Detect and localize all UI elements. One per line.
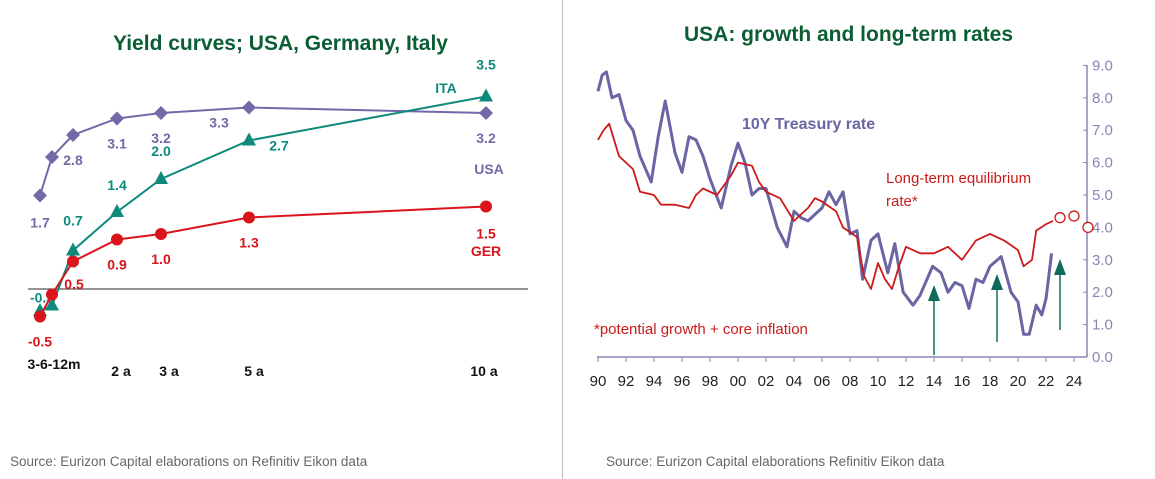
ita-point — [154, 171, 168, 184]
data-label: 1.7 — [30, 215, 50, 231]
usa-point — [242, 100, 256, 115]
data-label: 0.7 — [63, 213, 83, 229]
x-tick-label: 3 a — [159, 363, 179, 379]
x-tick-label: 98 — [702, 373, 719, 390]
data-label: 0.5 — [64, 276, 84, 292]
ita-point — [242, 132, 256, 146]
ger-point — [111, 233, 123, 246]
data-label: 2.0 — [151, 143, 171, 159]
x-tick-label: 06 — [814, 373, 831, 390]
x-tick-label: 08 — [842, 373, 859, 390]
data-label: 3.2 — [476, 130, 496, 146]
legend-ita: ITA — [435, 80, 457, 96]
series-line — [597, 122, 1054, 290]
x-tick-label: 90 — [590, 373, 607, 390]
ger-point — [34, 310, 46, 323]
data-label: 1.5 — [476, 226, 496, 242]
y-tick-label: 5.0 — [1092, 187, 1113, 204]
usa-rates-chart: 90 92 94 96 98 00 02 04 06 08 10 12 14 16 18 20 22 24 0.0 1… — [590, 57, 1113, 390]
data-label: 1.4 — [107, 177, 127, 193]
x-tick-label: 5 a — [244, 363, 264, 379]
legend-usa: USA — [474, 161, 504, 177]
y-tick-label: 9.0 — [1092, 57, 1113, 74]
data-label: 2.7 — [269, 138, 289, 154]
ita-point — [110, 204, 124, 217]
right-chart-title: USA: growth and long-term rates — [684, 23, 1014, 46]
ger-point — [155, 228, 167, 240]
data-label: 3.5 — [476, 57, 496, 73]
x-tick-label: 10 a — [470, 363, 497, 379]
data-label: 0.9 — [107, 257, 127, 273]
x-tick-label: 18 — [982, 373, 999, 390]
x-tick-label: 10 — [870, 373, 887, 390]
y-tick-label: 2.0 — [1092, 284, 1113, 301]
label-treasury: 10Y Treasury rate — [742, 116, 875, 133]
ita-point — [45, 297, 59, 311]
x-tick-label: 3-6-12m — [28, 356, 81, 372]
x-tick-label: 00 — [730, 373, 747, 390]
label-equilibrium: Long-term equilibrium — [886, 170, 1031, 187]
y-tick-label: 1.0 — [1092, 317, 1113, 334]
arrow-head — [991, 274, 1003, 290]
legend-ger: GER — [471, 243, 501, 259]
ger-point — [67, 255, 79, 268]
series-line — [596, 70, 1054, 336]
x-tick-label: 16 — [954, 373, 971, 390]
x-tick-label: 02 — [758, 373, 775, 390]
ger-point — [46, 288, 58, 301]
data-label: -0.5 — [28, 334, 52, 350]
ita-point — [479, 88, 493, 102]
usa-point — [33, 188, 47, 203]
data-label: 3.3 — [209, 115, 229, 131]
panel-divider — [562, 0, 563, 479]
footnote: *potential growth + core inflation — [594, 321, 808, 338]
x-tick-label: 96 — [674, 373, 691, 390]
data-label: 2.8 — [63, 152, 83, 168]
data-label: 1.3 — [239, 235, 259, 251]
ger-point — [243, 211, 255, 224]
yield-curve-chart: 1.72.83.1 3.23.33.2-0.30.71.42.0 2.73.5-0.… — [28, 57, 528, 379]
arrow-head — [1054, 259, 1066, 275]
usa-point — [154, 106, 168, 120]
y-tick-label: 0.0 — [1092, 349, 1113, 366]
usa-point — [66, 128, 80, 142]
data-label: 3.1 — [107, 136, 127, 152]
projection-point — [1082, 221, 1094, 234]
y-tick-label: 3.0 — [1092, 252, 1113, 269]
data-label: 3.2 — [151, 130, 171, 146]
y-tick-label: 7.0 — [1092, 122, 1113, 139]
y-tick-label: 4.0 — [1092, 219, 1113, 236]
x-tick-label: 04 — [786, 373, 803, 390]
right-source: Source: Eurizon Capital elaborations Ref… — [606, 454, 945, 469]
ger-point — [480, 200, 492, 213]
usa-point — [110, 111, 124, 126]
projection-point — [1054, 212, 1066, 224]
x-tick-label: 20 — [1010, 373, 1027, 390]
usa-point — [479, 106, 493, 120]
x-tick-label: 22 — [1038, 373, 1055, 390]
label-equilibrium-2: rate* — [886, 193, 918, 210]
projection-point — [1068, 210, 1080, 222]
left-chart-title: Yield curves; USA, Germany, Italy — [113, 32, 448, 55]
usa-point — [45, 150, 59, 164]
x-tick-label: 14 — [926, 373, 943, 390]
x-tick-label: 24 — [1066, 373, 1083, 390]
ita-point — [66, 242, 80, 256]
x-tick-label: 2 a — [111, 363, 131, 379]
data-label: 1.0 — [151, 251, 171, 267]
left-source: Source: Eurizon Capital elaborations on … — [10, 454, 368, 469]
x-tick-label: 94 — [646, 373, 663, 390]
x-tick-label: 92 — [618, 373, 635, 390]
x-tick-label: 12 — [898, 373, 915, 390]
arrow-head — [928, 285, 940, 301]
y-tick-label: 6.0 — [1092, 155, 1113, 172]
y-tick-label: 8.0 — [1092, 90, 1113, 107]
